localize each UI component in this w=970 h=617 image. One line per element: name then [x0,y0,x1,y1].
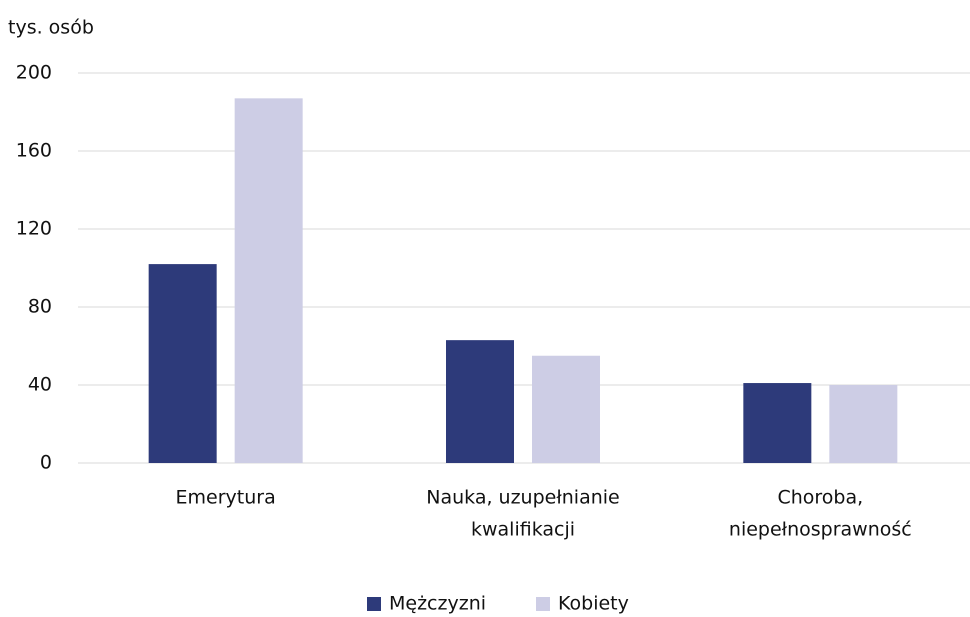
y-tick-label: 0 [40,452,52,474]
x-tick-label: Emerytura [176,487,276,509]
legend-swatch [367,597,381,611]
y-tick-label: 160 [16,140,52,162]
bar [234,98,303,463]
x-tick-label: Choroba, [777,487,863,509]
legend-swatch [536,597,550,611]
legend-label: Mężczyzni [389,593,486,615]
y-tick-label: 200 [16,62,52,84]
x-tick-label: kwalifikacji [471,519,575,541]
y-tick-label: 80 [28,296,52,318]
x-tick-label: Nauka, uzupełnianie [426,487,619,509]
bar [829,385,898,463]
legend-label: Kobiety [558,593,629,615]
bar [446,340,514,463]
bar [743,383,812,463]
x-tick-label: niepełnosprawność [729,519,912,541]
bar [148,264,217,463]
y-tick-label: 40 [28,374,52,396]
bar [532,355,600,463]
y-tick-label: 120 [16,218,52,240]
y-axis-label: tys. osób [8,17,94,39]
